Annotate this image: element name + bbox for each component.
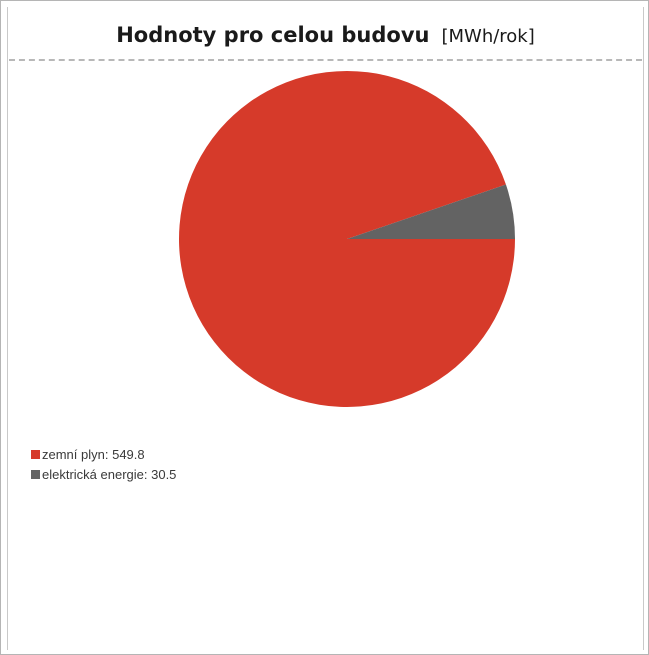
chart-legend: zemní plyn: 549.8 elektrická energie: 30…: [31, 444, 176, 484]
chart-header: Hodnoty pro celou budovu [MWh/rok]: [9, 13, 642, 57]
chart-title: Hodnoty pro celou budovu: [116, 23, 430, 47]
legend-label-zemni-plyn: zemní plyn: 549.8: [42, 446, 145, 462]
panel-inner-border: [7, 7, 644, 650]
legend-label-elektricka-energie: elektrická energie: 30.5: [42, 466, 177, 482]
legend-item-zemni-plyn: zemní plyn: 549.8: [31, 444, 176, 464]
chart-unit: [MWh/rok]: [441, 26, 535, 47]
legend-swatch-zemni-plyn: [31, 449, 40, 459]
legend-item-elektricka-energie: elektrická energie: 30.5: [31, 464, 176, 484]
pie-slice-zemn-plyn: [179, 70, 516, 407]
pie-slice-elektrick-energie: [347, 184, 515, 239]
legend-swatch-elektricka-energie: [31, 469, 40, 479]
header-divider: [9, 59, 642, 61]
